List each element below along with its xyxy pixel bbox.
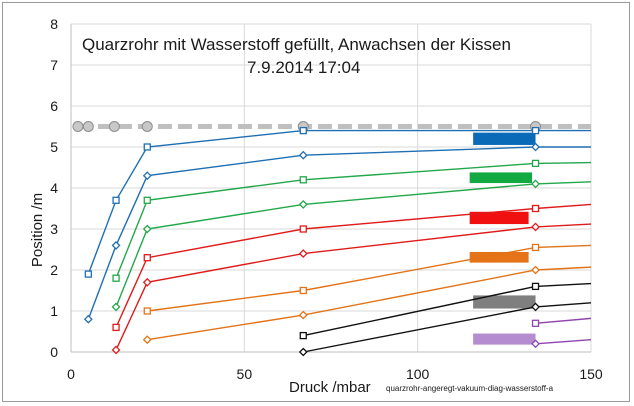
point-black-upper-1 — [531, 282, 540, 291]
band-orange — [469, 251, 529, 263]
band-gray — [473, 295, 536, 309]
series-line-black-upper — [303, 282, 592, 337]
series-orange-lower — [142, 265, 592, 345]
point-black-lower-1 — [531, 302, 540, 312]
point-orange-lower-2 — [531, 265, 540, 275]
series-green-lower — [111, 179, 592, 312]
point-red-lower-0 — [111, 345, 121, 355]
y-tick-label-6: 6 — [50, 98, 58, 114]
point-blue-lower-3 — [298, 150, 308, 160]
point-red-upper-1 — [143, 254, 151, 262]
y-tick-label-5: 5 — [50, 139, 58, 155]
series-black-lower — [298, 302, 592, 357]
point-blue-lower-4 — [531, 142, 540, 152]
axes: 0 1 2 3 4 5 6 7 8 0 50 100 150 — [50, 16, 603, 382]
point-red-upper-2 — [299, 225, 307, 233]
series-line-blue-lower — [87, 146, 591, 320]
point-green-upper-0 — [112, 274, 120, 282]
series-line-blue-upper — [87, 129, 591, 275]
series-purple-upper — [531, 317, 592, 327]
y-tick-label-3: 3 — [50, 221, 58, 237]
point-black-lower-0 — [298, 347, 308, 357]
series-line-purple-lower — [535, 339, 592, 345]
point-orange-upper-1 — [299, 286, 307, 295]
point-blue-upper-4 — [531, 126, 540, 135]
y-axis-label: Position /m — [29, 193, 46, 267]
y-tick-label-8: 8 — [50, 16, 58, 32]
reference-series — [72, 121, 591, 132]
y-tick-label-0: 0 — [50, 344, 58, 360]
data-series — [83, 126, 592, 357]
reference-point-2 — [108, 121, 120, 132]
point-black-upper-0 — [299, 331, 307, 340]
point-green-upper-1 — [143, 196, 151, 204]
point-blue-upper-2 — [143, 143, 151, 151]
x-tick-label-0: 0 — [67, 366, 75, 382]
series-blue-upper — [84, 126, 591, 278]
series-line-orange-lower — [147, 266, 592, 341]
point-orange-upper-2 — [531, 243, 540, 252]
point-blue-lower-0 — [83, 314, 93, 324]
point-blue-upper-1 — [112, 196, 120, 204]
point-red-lower-3 — [531, 222, 540, 232]
band-red — [469, 211, 529, 225]
color-bands — [469, 132, 536, 345]
point-green-lower-0 — [111, 302, 121, 312]
series-blue-lower — [83, 142, 591, 324]
point-orange-lower-0 — [142, 335, 152, 345]
y-tick-label-2: 2 — [50, 262, 58, 278]
point-red-lower-2 — [298, 249, 308, 259]
series-black-upper — [299, 282, 592, 340]
point-green-upper-2 — [299, 176, 307, 184]
series-red-upper — [112, 203, 592, 332]
point-blue-lower-2 — [142, 171, 152, 181]
file-note: quarzrohr-angeregt-vakuum-diag-wassersto… — [386, 384, 554, 393]
point-green-upper-3 — [531, 159, 540, 168]
point-orange-lower-1 — [298, 310, 308, 320]
point-blue-upper-0 — [84, 270, 92, 278]
y-tick-label-1: 1 — [50, 303, 58, 319]
y-tick-label-4: 4 — [50, 180, 58, 196]
reference-point-1 — [82, 121, 94, 132]
point-red-lower-1 — [142, 277, 152, 287]
x-axis-label: Druck /mbar — [289, 379, 371, 396]
chart-text: Quarzrohr mit Wasserstoff gefüllt, Anwac… — [29, 35, 554, 396]
point-red-upper-3 — [531, 204, 540, 213]
point-purple-upper-0 — [531, 319, 540, 327]
series-green-upper — [112, 159, 592, 282]
series-line-orange-upper — [147, 244, 592, 312]
series-red-lower — [111, 222, 592, 355]
point-red-upper-0 — [112, 323, 120, 332]
series-line-red-lower — [115, 223, 592, 351]
x-tick-label-1: 50 — [237, 366, 253, 382]
chart-subtitle: 7.9.2014 17:04 — [247, 58, 360, 77]
reference-point-3 — [141, 121, 153, 132]
x-tick-label-3: 150 — [579, 366, 603, 382]
x-tick-label-2: 100 — [406, 366, 430, 382]
series-line-purple-upper — [535, 317, 592, 324]
series-purple-lower — [531, 339, 592, 349]
point-green-lower-2 — [298, 199, 308, 209]
point-purple-lower-0 — [531, 339, 540, 349]
band-lilac — [473, 333, 536, 345]
reference-point-0 — [72, 121, 84, 132]
y-tick-label-7: 7 — [50, 57, 58, 73]
series-orange-upper — [143, 243, 592, 315]
band-green — [469, 172, 533, 184]
chart-title: Quarzrohr mit Wasserstoff gefüllt, Anwac… — [82, 35, 511, 54]
band-blue — [473, 132, 536, 145]
series-line-black-lower — [303, 302, 592, 353]
series-line-green-lower — [115, 181, 592, 308]
point-green-lower-1 — [142, 224, 152, 234]
point-orange-upper-0 — [143, 307, 151, 315]
point-blue-lower-1 — [111, 240, 121, 250]
point-green-lower-3 — [531, 179, 540, 189]
point-blue-upper-3 — [299, 126, 307, 135]
